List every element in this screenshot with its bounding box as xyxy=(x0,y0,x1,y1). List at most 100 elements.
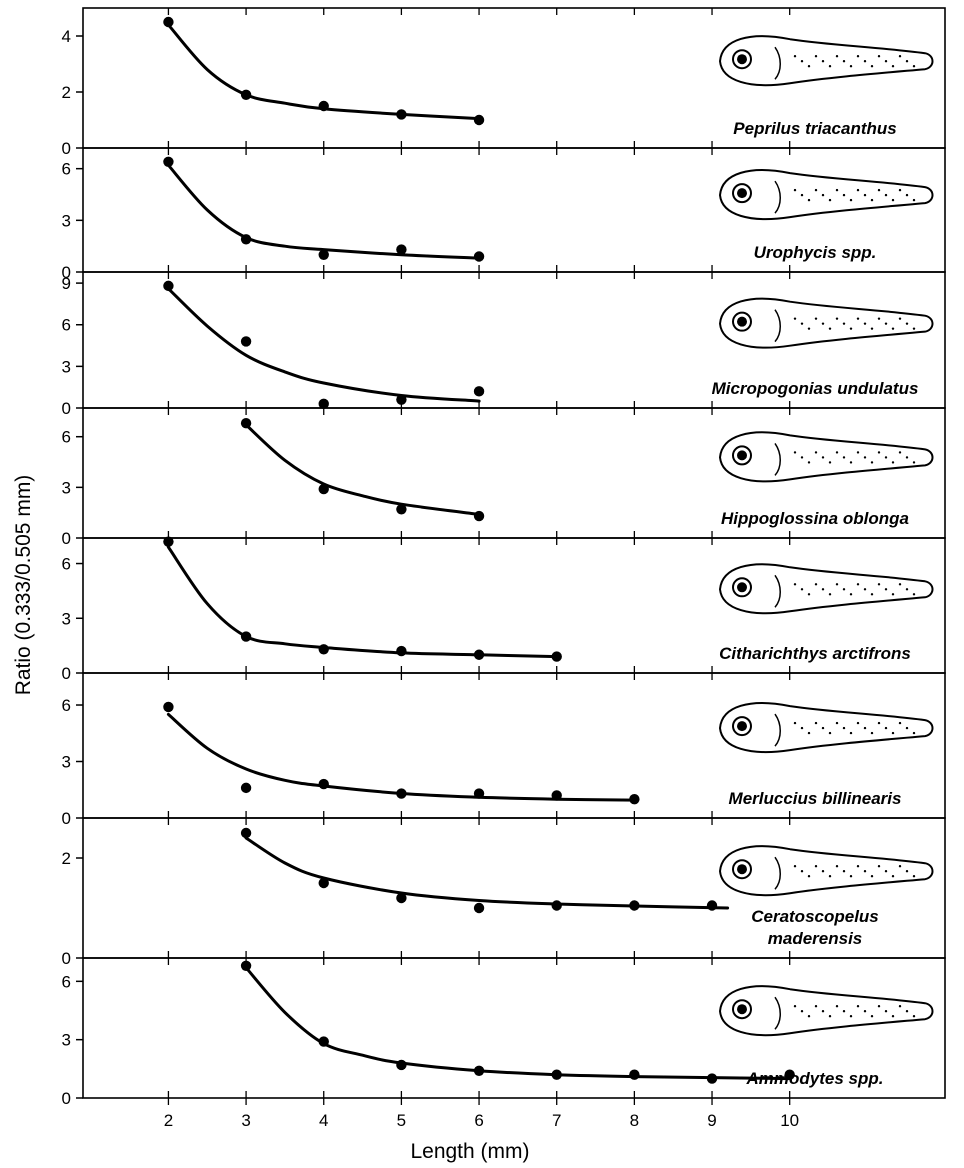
larva-pigment xyxy=(863,60,867,63)
x-tick-label: 2 xyxy=(164,1111,173,1130)
larva-pigment xyxy=(835,188,839,192)
data-point xyxy=(629,1069,640,1080)
larva-pigment xyxy=(807,327,811,330)
larva-pigment xyxy=(898,317,902,320)
y-tick-label: 2 xyxy=(62,849,71,868)
larva-pigment xyxy=(905,1010,909,1013)
larva-pupil xyxy=(737,188,747,199)
data-point xyxy=(240,960,252,971)
species-label: Citharichthys arctifrons xyxy=(719,644,911,663)
larva-pigment xyxy=(800,322,804,325)
larva-pigment xyxy=(842,870,846,873)
data-point xyxy=(240,631,252,642)
larva-pigment xyxy=(821,456,825,459)
data-point xyxy=(706,900,718,911)
larva-pigment xyxy=(800,1010,804,1013)
larva-pigment xyxy=(863,588,867,591)
larva-pigment xyxy=(891,327,895,330)
larva-pigment xyxy=(856,583,860,586)
y-tick-label: 2 xyxy=(62,83,71,102)
larva-pigment xyxy=(835,583,839,586)
larva-pigment xyxy=(877,721,881,725)
larva-pigment xyxy=(793,721,797,725)
larva-body xyxy=(718,845,934,897)
larva-pigment xyxy=(842,322,846,325)
data-point xyxy=(240,336,252,347)
larva-pigment xyxy=(814,721,818,725)
data-point xyxy=(318,644,329,655)
larva-pigment xyxy=(905,456,909,459)
larva-pigment xyxy=(870,461,874,464)
larva-pigment xyxy=(849,461,853,464)
larva-pigment xyxy=(814,865,818,868)
larva-pigment xyxy=(870,198,874,202)
fit-curve xyxy=(166,712,636,802)
larva-pigment xyxy=(912,875,916,878)
species-label: Peprilus triacanthus xyxy=(733,119,896,138)
larva-pigment xyxy=(891,65,895,68)
larva-pigment xyxy=(842,60,846,63)
data-point xyxy=(240,234,252,245)
larva-pigment xyxy=(828,875,832,878)
larva-gut xyxy=(774,309,781,343)
larva-pigment xyxy=(870,327,874,330)
panels-group: 0 2 4 Peprilus triacanthus 0 3 6 Urophycis spp.… xyxy=(62,7,946,1130)
larva-body xyxy=(718,431,934,483)
larva-pigment xyxy=(884,1010,888,1013)
data-point xyxy=(473,114,485,126)
data-point xyxy=(473,510,485,522)
data-point xyxy=(396,394,407,405)
x-tick-label: 9 xyxy=(707,1111,716,1130)
larva-pigment xyxy=(877,451,881,454)
data-point xyxy=(163,280,174,292)
larva-pigment xyxy=(870,731,874,735)
panel-1: 0 2 4 Peprilus triacanthus xyxy=(62,7,946,158)
larva-pigment xyxy=(863,726,867,730)
data-point xyxy=(473,902,485,914)
larva-pigment xyxy=(821,726,825,730)
larva-body xyxy=(718,702,934,754)
larva-pigment xyxy=(793,865,797,868)
larva-pigment xyxy=(807,1015,811,1018)
data-point xyxy=(163,16,174,28)
data-point xyxy=(551,900,562,911)
larva-pigment xyxy=(828,327,832,330)
larva-pigment xyxy=(877,583,881,586)
y-tick-label: 0 xyxy=(62,949,71,968)
larva-pigment xyxy=(891,198,895,202)
larva-pigment xyxy=(793,1005,797,1008)
larva-pigment xyxy=(828,198,832,202)
larva-pigment xyxy=(905,588,909,591)
data-point xyxy=(396,788,407,799)
species-label: maderensis xyxy=(768,929,863,948)
data-point xyxy=(396,645,407,657)
larva-pigment xyxy=(807,65,811,68)
y-tick-label: 0 xyxy=(62,809,71,828)
larva-pigment xyxy=(870,1015,874,1018)
larva-pigment xyxy=(814,55,818,58)
larva-pigment xyxy=(842,726,846,730)
data-point xyxy=(473,386,485,397)
data-point xyxy=(396,504,407,515)
data-point xyxy=(551,790,562,801)
larva-pigment xyxy=(835,317,839,320)
data-point xyxy=(163,156,174,167)
larva-body xyxy=(718,35,934,87)
y-tick-label: 3 xyxy=(62,211,71,230)
larva-pigment xyxy=(898,1005,902,1008)
x-tick-label: 5 xyxy=(397,1111,406,1130)
x-tick-label: 8 xyxy=(630,1111,639,1130)
larva-pigment xyxy=(912,461,916,464)
larva-pigment xyxy=(863,193,867,197)
panel-4: 0 3 6 Hippoglossina oblonga xyxy=(62,407,946,548)
y-tick-label: 0 xyxy=(62,664,71,683)
larva-pigment xyxy=(807,731,811,735)
larva-gut xyxy=(774,713,781,747)
larva-pigment xyxy=(849,1015,853,1018)
larva-pigment xyxy=(835,451,839,454)
y-tick-label: 6 xyxy=(62,428,71,447)
x-tick-label: 7 xyxy=(552,1111,561,1130)
y-tick-label: 3 xyxy=(62,1031,71,1050)
larva-pigment xyxy=(849,593,853,596)
